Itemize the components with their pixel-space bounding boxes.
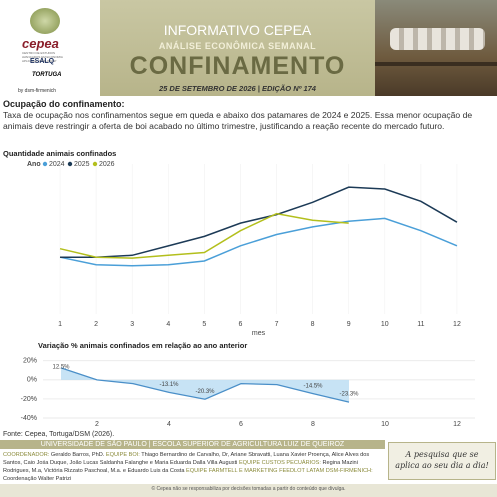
partner-sub: by dsm-firmenich xyxy=(18,88,57,94)
data-label: -23.3% xyxy=(339,392,359,398)
x-tick-label: 9 xyxy=(347,321,351,328)
x-tick-label: 1 xyxy=(58,321,62,328)
area xyxy=(61,367,349,403)
section-text: Taxa de ocupação nos confinamentos segue… xyxy=(3,110,473,131)
credit-text: Regina Mazini Rodrigues, M.a, Victória R… xyxy=(3,460,358,474)
x-tick-label: 2 xyxy=(95,421,99,428)
source: Fonte: Cepea, Tortuga/DSM (2026). xyxy=(3,431,115,438)
header: cepea CENTRO DE ESTUDOS AVANÇADOS EM ECO… xyxy=(0,0,497,96)
legend-label: 2025 xyxy=(74,161,90,168)
legend-label: 2024 xyxy=(49,161,65,168)
x-tick-label: 6 xyxy=(239,421,243,428)
x-tick-label: 11 xyxy=(417,321,424,328)
y-tick-label: 0% xyxy=(27,377,37,384)
series-line xyxy=(60,367,350,403)
data-label: -20.3% xyxy=(195,389,215,395)
chart-2: Variação % animais confinados em relação… xyxy=(21,341,475,428)
x-tick-label: 8 xyxy=(311,421,315,428)
partner: TORTUGA xyxy=(32,72,62,78)
x-tick-label: 12 xyxy=(453,421,461,428)
logo-sub: CENTRO DE ESTUDOS AVANÇADOS EM ECONOMIA … xyxy=(22,51,63,63)
fence xyxy=(375,62,497,66)
series-line xyxy=(59,212,349,259)
date: 25 DE SETEMBRO DE 2026 | EDIÇÃO Nº 174 xyxy=(159,84,316,93)
university: UNIVERSIDADE DE SÃO PAULO | ESCOLA SUPER… xyxy=(40,441,345,448)
data-label: 12.5% xyxy=(52,365,70,371)
cattle xyxy=(390,28,485,50)
x-tick-label: 6 xyxy=(239,321,243,328)
y-tick-label: -40% xyxy=(21,415,37,422)
x-tick-label: 12 xyxy=(453,321,461,328)
x-tick-label: 10 xyxy=(381,321,389,328)
kicker: INFORMATIVO CEPEA xyxy=(163,22,312,38)
chart-title: Quantidade animais confinados xyxy=(3,149,116,158)
logo: cepea xyxy=(22,36,59,51)
university-bar: UNIVERSIDADE DE SÃO PAULO | ESCOLA SUPER… xyxy=(0,440,385,449)
x-tick-label: 4 xyxy=(166,321,170,328)
credit-label: COORDENADOR: xyxy=(3,452,50,458)
subtitle: ANÁLISE ECONÔMICA SEMANAL xyxy=(158,41,317,51)
x-tick-label: 8 xyxy=(311,321,315,328)
credit-text: Coordenação Walter Patrizi xyxy=(3,476,72,482)
legend-marker xyxy=(92,161,98,167)
x-axis-label: mes xyxy=(252,330,266,337)
legend-label: 2026 xyxy=(99,161,115,168)
credit-label: EQUIPE CUSTOS PECUÁRIOS: xyxy=(238,460,321,466)
photo xyxy=(375,0,497,96)
credit-text: Geraldo Barros, PhD. xyxy=(50,452,105,458)
slogan-box: A pesquisa que se aplica ao seu dia a di… xyxy=(388,442,496,480)
credit-label: EQUIPE BOI: xyxy=(105,452,140,458)
series-line xyxy=(59,217,458,267)
title: CONFINAMENTO xyxy=(129,52,346,80)
banner: INFORMATIVO CEPEA ANÁLISE ECONÔMICA SEMA… xyxy=(100,0,375,96)
credit-label: EQUIPE FARMTELL E MARKETING FEEDLOT LATA… xyxy=(186,468,373,474)
series-line xyxy=(60,186,458,258)
x-tick-label: 10 xyxy=(381,421,389,428)
disclaimer: © Cepea não se responsabiliza por decisõ… xyxy=(151,486,346,492)
partner: ESALQ xyxy=(30,58,55,65)
credit-text: Thiago Bernardino de Carvalho, Dr, Arian… xyxy=(3,452,370,466)
legend-marker xyxy=(42,161,48,167)
x-tick-label: 3 xyxy=(130,321,134,328)
chart-title: Variação % animais confinados em relação… xyxy=(38,341,247,350)
footer-bar: © Cepea não se responsabiliza por decisõ… xyxy=(0,484,497,497)
x-tick-label: 7 xyxy=(275,321,279,328)
legend-title: Ano xyxy=(27,161,41,168)
x-tick-label: 5 xyxy=(202,321,206,328)
credits: COORDENADOR: Geraldo Barros, PhD. EQUIPE… xyxy=(3,451,383,483)
y-tick-label: 20% xyxy=(23,358,37,365)
y-tick-label: -20% xyxy=(21,396,37,403)
data-label: -13.1% xyxy=(159,382,179,388)
slogan: A pesquisa que se aplica ao seu dia a di… xyxy=(395,450,489,470)
logo-icon xyxy=(30,8,60,34)
x-tick-label: 2 xyxy=(94,321,98,328)
section-heading: Ocupação do confinamento: xyxy=(3,99,125,109)
x-tick-label: 4 xyxy=(167,421,171,428)
data-label: -14.5% xyxy=(303,383,323,389)
legend-marker xyxy=(67,161,73,167)
